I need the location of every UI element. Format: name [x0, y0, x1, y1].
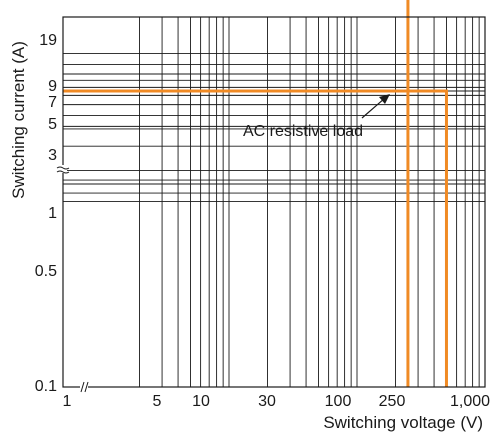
y-axis-break-mark: [56, 166, 70, 174]
x-tick-label: 5: [153, 393, 162, 410]
x-axis-break-mark: [80, 381, 89, 393]
annotation-arrow-line: [361, 97, 386, 119]
y-tick-label: 9: [48, 78, 57, 95]
annotation-arrow-head: [379, 94, 390, 104]
x-tick-label: 1,000: [450, 393, 490, 410]
load-curve-line: [63, 89, 448, 387]
series-group: [63, 0, 448, 387]
y-tick-label: 5: [48, 116, 57, 133]
y-tick-label: 7: [48, 94, 57, 111]
annotation-group: AC resistive load: [243, 94, 390, 140]
annotation-label: AC resistive load: [243, 123, 363, 140]
y-tick-label: 1: [48, 205, 57, 222]
axis-breaks: [56, 165, 89, 393]
y-tick-label: 3: [48, 147, 57, 164]
x-tick-label: 250: [379, 393, 406, 410]
grid: [63, 17, 485, 387]
tick-labels: 1 5 10 30 100 250 1,000 0.1 0.5 1 3 5 79 19: [35, 32, 490, 410]
y-tick-label: 19: [39, 32, 57, 49]
x-axis-break: [80, 383, 88, 391]
x-tick-label: 10: [192, 393, 210, 410]
plot-frame: [62, 16, 486, 388]
y-tick-label: 0.1: [35, 378, 57, 395]
y-tick-label: 0.5: [35, 263, 57, 280]
load-curve-line: [406, 0, 410, 387]
x-tick-label: 1: [63, 393, 72, 410]
y-axis-label: Switching current (A): [9, 41, 28, 199]
x-axis-label: Switching voltage (V): [323, 413, 483, 432]
x-tick-label: 100: [325, 393, 352, 410]
x-tick-label: 30: [258, 393, 276, 410]
y-axis-break: [59, 165, 67, 173]
